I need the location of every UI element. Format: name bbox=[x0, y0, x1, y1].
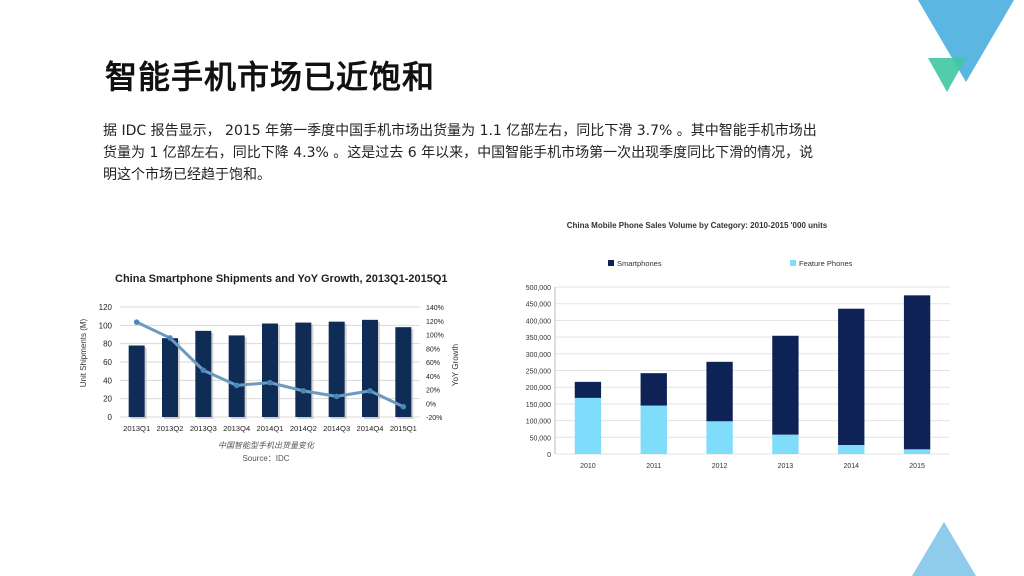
chart1-xtick-label: 2015Q1 bbox=[390, 424, 417, 433]
chart2-xtick-label: 2013 bbox=[778, 463, 794, 470]
chart2-bar-smartphones bbox=[772, 335, 799, 435]
chart2-bar-feature-phones bbox=[706, 421, 733, 454]
chart2-ytick-label: 250,000 bbox=[526, 369, 551, 376]
chart1-yoy-point bbox=[300, 388, 307, 394]
chart2-ytick-label: 200,000 bbox=[526, 385, 551, 392]
chart1-yoy-point bbox=[167, 335, 173, 341]
chart2-ytick-label: 300,000 bbox=[526, 352, 551, 359]
chart1-y2tick-label: 40% bbox=[426, 374, 440, 381]
chart2-ytick-label: 150,000 bbox=[526, 402, 551, 409]
chart1-title: China Smartphone Shipments and YoY Growt… bbox=[115, 273, 448, 285]
chart2-bar-feature-phones bbox=[838, 444, 865, 454]
chart1-ytick-label: 20 bbox=[103, 395, 112, 404]
chart2-bar-feature-phones bbox=[903, 449, 931, 454]
chart2-bar-feature-phones bbox=[772, 434, 799, 454]
chart1-xtick-label: 2013Q1 bbox=[123, 424, 150, 433]
chart2-bar-smartphones bbox=[903, 295, 931, 450]
chart1-y2tick-label: 120% bbox=[426, 319, 444, 326]
chart2-ytick-label: 50,000 bbox=[530, 435, 552, 442]
chart1-xtick-label: 2014Q1 bbox=[256, 424, 283, 433]
chart1-y2tick-label: 20% bbox=[426, 388, 440, 395]
chart1-y2tick-label: 0% bbox=[426, 401, 436, 408]
chart1-bar bbox=[228, 335, 245, 417]
chart1-yoy-point bbox=[233, 382, 240, 389]
chart1-yoy-point bbox=[333, 393, 340, 400]
chart1-ytick-label: 60 bbox=[103, 358, 112, 367]
chart2-legend-swatch bbox=[790, 260, 796, 266]
top-right-blue-triangle bbox=[918, 0, 1014, 82]
chart2-ytick-label: 400,000 bbox=[526, 318, 551, 325]
slide-title: 智能手机市场已近饱和 bbox=[105, 58, 436, 96]
bottom-right-blue-triangle bbox=[912, 522, 976, 576]
chart1-y2tick-label: 80% bbox=[426, 346, 440, 353]
chart2-legend-label: Smartphones bbox=[617, 259, 662, 268]
chart2-xtick-label: 2012 bbox=[712, 463, 728, 470]
chart2-bar-feature-phones bbox=[574, 397, 602, 454]
chart2-title: China Mobile Phone Sales Volume by Categ… bbox=[567, 221, 828, 230]
chart1-xtick-label: 2014Q4 bbox=[356, 424, 383, 433]
chart1-yoy-point bbox=[267, 379, 273, 386]
chart1-yoy-point bbox=[200, 367, 207, 374]
chart1-y2tick-label: 60% bbox=[426, 360, 440, 367]
top-right-green-triangle bbox=[928, 58, 966, 92]
chart1-ytick-label: 120 bbox=[99, 303, 113, 312]
chart1-bar bbox=[195, 330, 212, 417]
chart1-yoy-point bbox=[133, 319, 140, 325]
chart1-xtick-label: 2013Q4 bbox=[223, 424, 250, 433]
chart2-legend-swatch bbox=[608, 260, 614, 266]
chart2-bar-smartphones bbox=[640, 373, 667, 406]
sales-volume-chart: China Mobile Phone Sales Volume by Categ… bbox=[526, 221, 950, 470]
chart1-xtick-label: 2014Q3 bbox=[323, 424, 350, 433]
chart1-y2label: YoY Growth bbox=[451, 344, 460, 386]
chart2-ytick-label: 450,000 bbox=[526, 302, 551, 309]
chart2-bar-feature-phones bbox=[640, 405, 667, 454]
chart1-ytick-label: 40 bbox=[103, 376, 112, 385]
chart2-ytick-label: 0 bbox=[547, 452, 551, 459]
chart1-bar bbox=[362, 319, 378, 417]
chart2-bar-smartphones bbox=[838, 308, 865, 445]
chart1-bar bbox=[395, 327, 412, 417]
chart2-legend-label: Feature Phones bbox=[799, 259, 853, 268]
chart1-ytick-label: 80 bbox=[103, 340, 112, 349]
chart1-y2tick-label: -20% bbox=[426, 415, 442, 422]
chart1-bar bbox=[295, 322, 312, 417]
chart1-ytick-label: 0 bbox=[108, 413, 113, 422]
chart2-bar-smartphones bbox=[574, 381, 602, 398]
chart1-source: Source：IDC bbox=[242, 454, 289, 463]
chart1-xtick-label: 2013Q2 bbox=[156, 424, 183, 433]
chart1-caption: 中国智能型手机出货量变化 bbox=[218, 441, 315, 450]
chart1-yoy-point bbox=[400, 403, 407, 410]
chart2-xtick-label: 2014 bbox=[843, 463, 859, 470]
chart2-xtick-label: 2015 bbox=[909, 463, 925, 470]
chart2-ytick-label: 500,000 bbox=[526, 285, 551, 292]
chart2-xtick-label: 2011 bbox=[646, 463, 661, 470]
chart1-xtick-label: 2013Q3 bbox=[190, 424, 217, 433]
chart2-xtick-label: 2010 bbox=[580, 463, 596, 470]
chart2-ytick-label: 350,000 bbox=[526, 335, 551, 342]
chart1-bar bbox=[128, 345, 145, 417]
chart1-xtick-label: 2014Q2 bbox=[290, 424, 317, 433]
chart1-bar bbox=[162, 338, 178, 417]
chart1-ylabel: Unit Shipments (M) bbox=[79, 318, 88, 387]
smartphone-shipments-chart: China Smartphone Shipments and YoY Growt… bbox=[79, 273, 460, 463]
chart1-bar bbox=[262, 323, 278, 417]
slide-paragraph: 据 IDC 报告显示， 2015 年第一季度中国手机市场出货量为 1.1 亿部左… bbox=[103, 123, 817, 183]
chart1-ytick-label: 100 bbox=[99, 321, 113, 330]
chart1-y2tick-label: 100% bbox=[426, 333, 444, 340]
chart1-bar bbox=[328, 321, 345, 417]
chart2-ytick-label: 100,000 bbox=[526, 419, 551, 426]
chart1-yoy-point bbox=[367, 388, 373, 394]
chart2-bar-smartphones bbox=[706, 361, 733, 422]
chart1-y2tick-label: 140% bbox=[426, 305, 444, 312]
